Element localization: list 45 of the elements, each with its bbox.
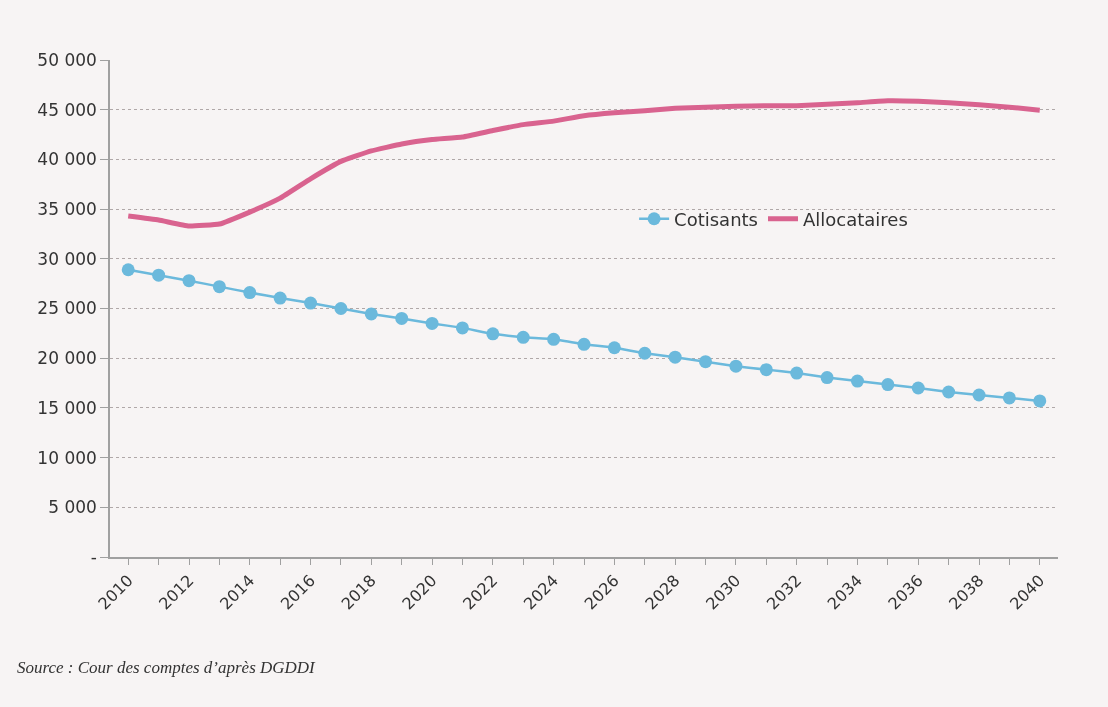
point [972, 388, 986, 402]
point [1002, 391, 1016, 405]
y-tick-label: 50 000 [37, 49, 97, 70]
point [121, 263, 135, 277]
point [607, 341, 621, 355]
point [881, 378, 895, 392]
point [212, 280, 226, 294]
point [395, 311, 409, 325]
point [577, 337, 591, 351]
point [273, 291, 287, 305]
point [455, 321, 469, 335]
y-tick-label: 35 000 [37, 199, 97, 220]
point [334, 302, 348, 315]
y-tick-label: 45 000 [37, 99, 97, 120]
point [547, 332, 561, 346]
point [699, 355, 713, 369]
y-tick-label: - [90, 546, 97, 567]
point [304, 296, 318, 310]
y-tick-label: 30 000 [37, 248, 97, 269]
point [1033, 394, 1047, 408]
point [729, 359, 743, 373]
point [911, 381, 925, 395]
y-tick-label: 5 000 [48, 497, 97, 518]
y-tick-label: 15 000 [37, 397, 97, 418]
point [638, 346, 652, 360]
y-tick-label: 40 000 [37, 149, 97, 170]
point [364, 307, 378, 321]
point [182, 274, 196, 288]
point [820, 371, 834, 385]
y-tick-label: 20 000 [37, 348, 97, 369]
point [668, 350, 682, 364]
y-tick-label: 10 000 [37, 447, 97, 468]
point [790, 366, 804, 380]
point [850, 374, 864, 388]
point [759, 363, 773, 377]
point [243, 286, 257, 300]
point [516, 330, 530, 344]
point [152, 268, 166, 282]
y-tick-label: 25 000 [37, 298, 97, 319]
legend-label: Cotisants [674, 208, 759, 230]
point [942, 385, 956, 399]
legend-label: Allocataires [803, 208, 908, 230]
point [486, 327, 500, 341]
point [425, 316, 439, 330]
source-note: Source : Cour des comptes d’après DGDDI [17, 658, 317, 677]
